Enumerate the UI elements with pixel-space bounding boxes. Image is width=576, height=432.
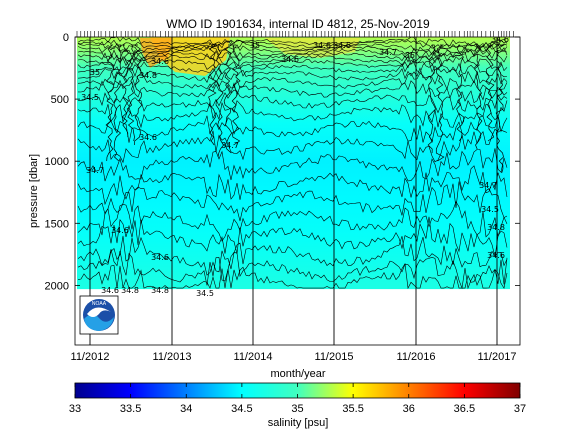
colorbar-tick-label: 35 <box>291 403 303 415</box>
y-tick-label: 500 <box>51 94 69 106</box>
noaa-logo-text: NOAA <box>92 301 107 307</box>
contour-cluster <box>207 44 217 146</box>
contour-cluster <box>113 44 122 162</box>
contour-label: 34.7 <box>479 181 497 190</box>
contour-cluster <box>231 44 241 146</box>
colorbar-tick-label: 35.5 <box>342 403 363 415</box>
salinity-contour <box>77 148 508 182</box>
x-tick-label: 11/2017 <box>478 351 517 363</box>
contour-label: 34.6 <box>333 41 351 50</box>
salinity-contour <box>77 79 508 104</box>
contour-cluster <box>121 44 130 137</box>
y-axis-label: pressure [dbar] <box>28 154 40 228</box>
colorbar-label: salinity [psu] <box>268 417 329 429</box>
colorbar-tick-label: 34 <box>180 403 192 415</box>
salinity-contour <box>77 72 508 92</box>
salinity-contour <box>77 201 508 242</box>
colorbar-tick-label: 37 <box>514 403 526 415</box>
salinity-contour <box>77 262 508 290</box>
contour-label: 34.5 <box>81 93 99 102</box>
contour-label: 34.8 <box>121 286 139 295</box>
contour-label: 34.6 <box>111 226 129 235</box>
salinity-contour <box>77 216 508 258</box>
x-axis: 11/2012 11/2013 11/2014 11/2015 11/2016 11/20… <box>71 351 517 363</box>
colorbar-tick-label: 33.5 <box>120 403 141 415</box>
salinity-contour <box>77 51 508 67</box>
salinity-contour <box>77 100 508 129</box>
x-tick-label: 11/2015 <box>315 351 354 363</box>
contour-cluster <box>223 44 233 154</box>
contour-label: 35 <box>405 51 415 60</box>
y-tick-label: 0 <box>63 32 69 44</box>
contour-cluster <box>133 44 143 146</box>
salinity-contour <box>77 249 508 290</box>
contour-lines <box>77 37 508 290</box>
x-tick-label: 11/2016 <box>397 351 436 363</box>
contour-label: 35 <box>250 41 260 50</box>
colorbar-tick-label: 33 <box>69 403 81 415</box>
y-tick-label: 1000 <box>45 156 69 168</box>
contour-cluster <box>435 44 445 162</box>
contour-label: 34.6 <box>281 55 299 64</box>
salinity-contour <box>77 39 508 50</box>
contour-cluster <box>105 44 115 162</box>
x-tick-label: 11/2013 <box>153 351 192 363</box>
colorbar-tick-label: 34.5 <box>231 403 252 415</box>
contour-label: 34.6 <box>491 35 509 44</box>
salinity-contour <box>77 89 508 114</box>
contour-cluster <box>474 44 483 150</box>
salinity-contour <box>77 165 508 206</box>
salinity-contour <box>77 115 508 144</box>
salinity-contour <box>77 61 508 78</box>
salinity-contour <box>77 128 508 164</box>
contour-cluster <box>126 44 135 142</box>
contour-label: 34.6 <box>151 253 169 262</box>
contour-cluster <box>485 44 495 142</box>
contour-label: 34.6 <box>487 251 505 260</box>
contour-label: 34.6 <box>101 286 119 295</box>
contour-label: 34.8 <box>139 71 157 80</box>
profile-date-ticks <box>76 31 514 37</box>
noaa-logo: NOAA <box>79 295 119 335</box>
contour-cluster <box>456 44 465 142</box>
salinity-contour <box>77 235 508 276</box>
salinity-contour <box>77 48 508 64</box>
contour-label: 34.8 <box>151 286 169 295</box>
contour-label: 34.7 <box>379 48 397 57</box>
y-axis: 0 500 1000 1500 2000 <box>45 32 520 292</box>
salinity-contour <box>77 181 508 222</box>
profile-vertical-lines <box>89 37 498 345</box>
x-axis-label: month/year <box>270 368 325 380</box>
y-tick-label: 2000 <box>45 280 69 292</box>
contour-label: 34.8 <box>487 223 505 232</box>
salinity-contour <box>77 45 508 60</box>
contour-cluster <box>427 44 437 154</box>
contour-label: 34.6 <box>151 57 169 66</box>
colorbar-tick-label: 36.5 <box>454 403 475 415</box>
salinity-contour <box>77 65 508 86</box>
contour-cluster <box>215 44 225 158</box>
salinity-contour <box>77 37 508 48</box>
contour-label: 35 <box>90 68 100 77</box>
salinity-contour <box>77 56 508 72</box>
salinity-contour <box>77 43 508 56</box>
contour-label: 34.7 <box>86 166 104 175</box>
contour-label: 34.5 <box>196 289 214 298</box>
x-tick-label: 11/2012 <box>71 351 110 363</box>
contour-label: 34.6 <box>139 133 157 142</box>
colorbar-ticks: 33 33.5 34 34.5 35 35.5 36 36.5 37 <box>69 383 526 415</box>
surface-salty-patch-3 <box>265 38 360 58</box>
contour-label: 34.7 <box>221 141 239 150</box>
contour-label: 34.5 <box>481 205 499 214</box>
x-tick-label: 11/2014 <box>234 351 273 363</box>
contour-label: 34.6 <box>313 41 331 50</box>
y-tick-label: 1500 <box>45 218 69 230</box>
chart-title: WMO ID 1901634, internal ID 4812, 25-Nov… <box>166 17 430 31</box>
contour-cluster <box>495 44 506 174</box>
colorbar-tick-label: 36 <box>403 403 415 415</box>
